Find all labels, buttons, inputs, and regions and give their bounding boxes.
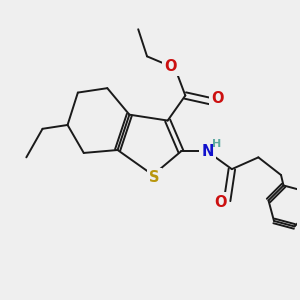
Text: H: H	[212, 139, 221, 149]
Text: N: N	[201, 144, 214, 159]
Text: O: O	[164, 59, 177, 74]
Text: O: O	[214, 195, 227, 210]
Text: S: S	[149, 170, 160, 185]
Text: O: O	[212, 91, 224, 106]
